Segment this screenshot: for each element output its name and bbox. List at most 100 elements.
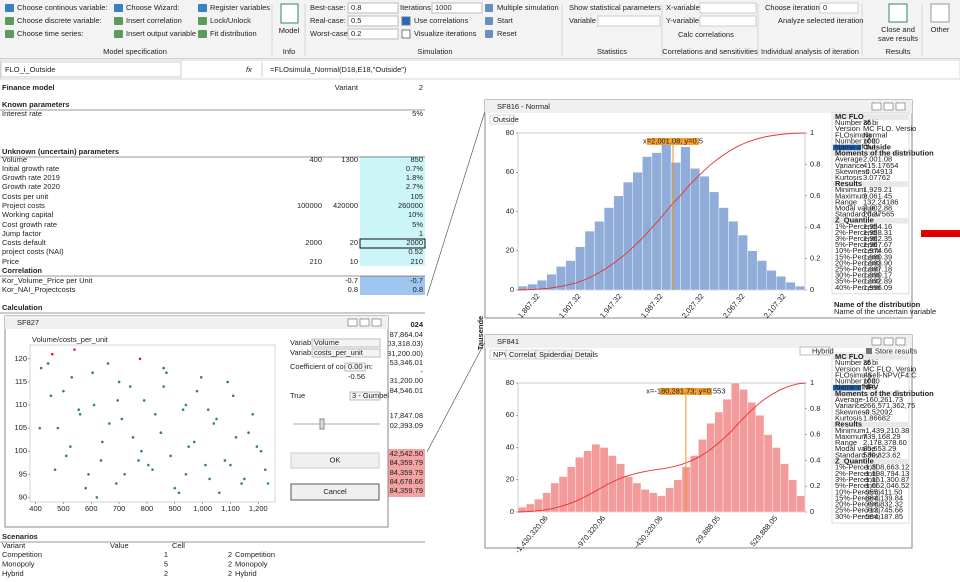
dropdown[interactable] — [799, 346, 831, 356]
stat-name: Number of it — [835, 136, 877, 145]
ribbon-icon — [5, 17, 14, 25]
checkbox[interactable] — [401, 29, 411, 39]
tab[interactable] — [489, 114, 515, 125]
store-button[interactable]: Store results — [875, 346, 917, 355]
input-box[interactable] — [344, 362, 366, 372]
stat-name: Variance — [835, 161, 864, 170]
dropdown[interactable] — [597, 15, 661, 27]
slider-thumb[interactable] — [319, 418, 325, 430]
window: SF827 Volume/costs_per_unit 90 95 100 105 110 1… — [4, 315, 389, 528]
input-box[interactable] — [347, 2, 399, 14]
cell: Kor_NAI_Projectcosts — [2, 285, 76, 294]
ribbon-button[interactable]: Insert output variable — [126, 29, 196, 38]
connector — [426, 107, 487, 297]
window-button[interactable] — [895, 102, 906, 111]
window-button[interactable] — [883, 102, 894, 111]
scatter-point — [231, 394, 235, 398]
window-button[interactable] — [347, 318, 358, 327]
stat-value: 2,001.08 — [863, 155, 892, 164]
scatter-point — [187, 445, 190, 448]
cell: 02,393.09 — [390, 421, 423, 430]
cell: 2 — [228, 559, 232, 568]
scatter-point — [259, 449, 263, 453]
ribbon-button[interactable]: Lock/Unlock — [210, 16, 251, 25]
input-box[interactable] — [819, 2, 859, 14]
dropdown[interactable] — [349, 391, 381, 401]
group-label: Simulation — [417, 47, 452, 56]
ribbon-button[interactable]: Analyze selected iteration — [778, 16, 863, 25]
scenario-select[interactable]: Hybrid — [812, 346, 834, 355]
checkbox[interactable] — [401, 16, 411, 26]
histogram-bar — [517, 506, 527, 513]
histogram-bar — [640, 489, 650, 513]
section-header — [833, 181, 908, 187]
stat-name: Number of bi — [835, 118, 878, 127]
ribbon-button[interactable]: Other — [931, 25, 950, 34]
scatter-point — [38, 426, 42, 430]
scatter-point — [247, 431, 250, 435]
histogram-bar — [649, 492, 658, 513]
ribbon-button[interactable]: Reset — [497, 29, 518, 38]
dropdown[interactable] — [311, 338, 381, 348]
name-box[interactable] — [0, 61, 182, 78]
ribbon-button[interactable]: Choose time series: — [17, 29, 83, 38]
stat-value: -0.52092 — [863, 407, 893, 416]
stat-value: 415.17654 — [863, 161, 898, 170]
ribbon-button[interactable]: Choose Wizard: — [126, 3, 179, 12]
button[interactable] — [290, 483, 380, 501]
stat-value: Normal — [863, 130, 888, 139]
stat-name: Name of the — [835, 383, 876, 392]
window-button[interactable] — [895, 337, 906, 346]
ribbon-button[interactable]: Register variables — [210, 3, 270, 12]
window-title: SF816 - Normal — [497, 102, 550, 111]
field-label: Choose iteration: — [765, 3, 822, 12]
dropdown[interactable] — [699, 2, 757, 14]
dropdown[interactable] — [699, 15, 757, 27]
ribbon-button[interactable]: Insert correlation — [126, 16, 182, 25]
input-box[interactable] — [347, 28, 399, 40]
stat-value: 739,168.29 — [863, 432, 901, 441]
ribbon-button[interactable]: Start — [497, 16, 514, 25]
input-box[interactable] — [431, 2, 483, 14]
ribbon-button[interactable]: Choose discrete variable: — [17, 16, 102, 25]
checkbox-label: Use correlations — [414, 16, 468, 25]
y2-tick-label: 0.4 — [810, 222, 820, 231]
window-button[interactable] — [871, 102, 882, 111]
dropdown[interactable] — [311, 348, 381, 358]
input-box[interactable] — [347, 15, 399, 27]
window-button[interactable] — [371, 318, 382, 327]
histogram-bar — [690, 455, 699, 513]
scatter-point — [223, 459, 227, 462]
tab-label: Details — [575, 350, 598, 359]
cell: 850 — [410, 155, 423, 164]
histogram-bar — [657, 495, 666, 513]
y2-tick-label: 1 — [810, 128, 814, 137]
cell: 260000 — [398, 201, 423, 210]
scatter-point — [192, 440, 196, 444]
scatter-point — [73, 348, 76, 351]
scatter-point — [162, 366, 165, 370]
scatter-point — [115, 482, 118, 485]
cell: Competition — [235, 550, 275, 559]
stat-name: Kurtosis — [835, 413, 862, 422]
window-button[interactable] — [883, 337, 894, 346]
scatter-point — [50, 352, 54, 356]
cell: Known parameters — [2, 100, 70, 109]
window-button[interactable] — [871, 337, 882, 346]
ribbon-button[interactable]: Choose continous variable: — [17, 3, 107, 12]
red-marker — [921, 230, 960, 237]
ribbon-button[interactable]: Close and — [881, 25, 915, 34]
tab[interactable] — [571, 349, 593, 360]
ribbon-button[interactable]: Fit distribution — [210, 29, 257, 38]
ribbon-button[interactable]: Show statistical parameters — [569, 3, 661, 12]
ribbon-button[interactable]: Calc correlations — [678, 30, 734, 39]
ribbon-button[interactable]: Multiple simulation — [497, 3, 559, 12]
stat-value: 1,954.16 — [863, 222, 892, 231]
stat-name: Maximum — [835, 191, 868, 200]
window-button[interactable] — [359, 318, 370, 327]
ribbon-button[interactable]: Model — [279, 26, 300, 35]
histogram-bar — [795, 285, 806, 291]
histogram-bar — [690, 168, 700, 291]
button[interactable] — [290, 452, 380, 469]
